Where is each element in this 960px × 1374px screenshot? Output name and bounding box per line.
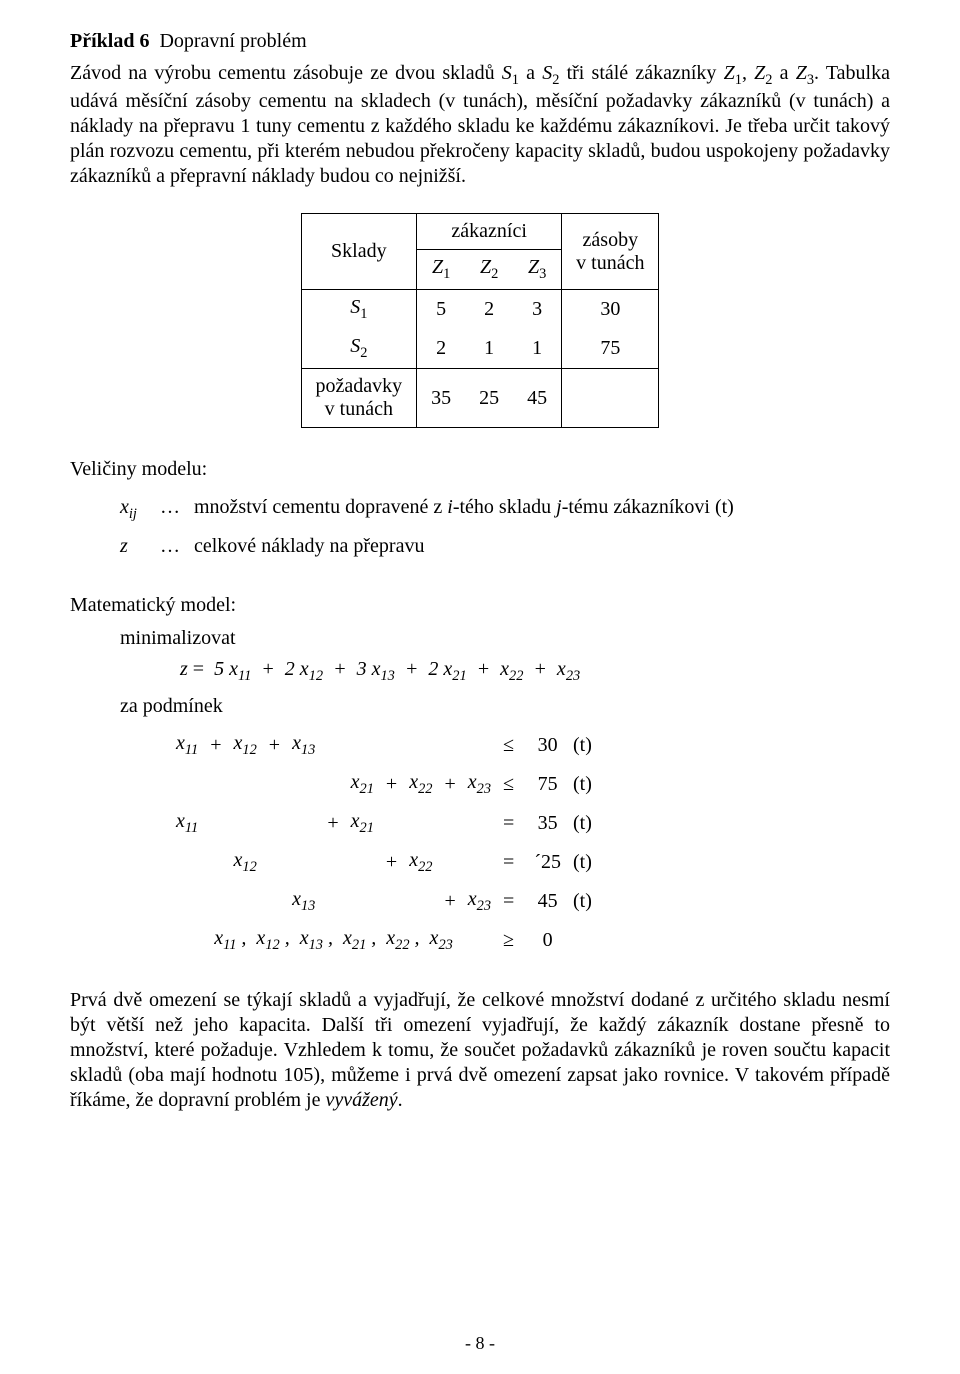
constraint-2: x21 + x22 + x23 ≤ 75 (t) bbox=[170, 765, 598, 804]
constraint-1: x11 + x12 + x13 ≤ 30 (t) bbox=[170, 726, 598, 765]
row-s2-label: S2 bbox=[301, 329, 417, 369]
var-z-symbol: z bbox=[120, 530, 160, 562]
closing-paragraph: Prvá dvě omezení se týkají skladů a vyja… bbox=[70, 988, 890, 1113]
constraint-4: x12 + x22 = ´25 (t) bbox=[170, 843, 598, 882]
intro-and-2: a bbox=[772, 62, 795, 84]
var-z-dots: … bbox=[160, 530, 194, 562]
th-z1: Z1 bbox=[417, 250, 466, 290]
objective: z = 5 x11 + 2 x12 + 3 x13 + 2 x21 + x22 … bbox=[180, 658, 890, 685]
vars-list: xij … množství cementu dopravené z i-téh… bbox=[120, 491, 890, 562]
cell-s1-z3: 3 bbox=[513, 290, 562, 330]
closing-a: Prvá dvě omezení se týkají skladů a vyja… bbox=[70, 989, 890, 1111]
example-label: Příklad 6 bbox=[70, 30, 149, 52]
constraint-5: x13 + x23 = 45 (t) bbox=[170, 882, 598, 921]
model-head: Matematický model: bbox=[70, 594, 890, 617]
th-zasoby: zásoby v tunách bbox=[562, 214, 659, 290]
var-z-desc: celkové náklady na přepravu bbox=[194, 530, 890, 562]
data-table: Sklady zákazníci zásoby v tunách Z1 Z2 Z… bbox=[301, 213, 660, 428]
intro-comma: , bbox=[742, 62, 754, 84]
cell-s2-z2: 1 bbox=[465, 329, 513, 369]
constraints-table: x11 + x12 + x13 ≤ 30 (t) x21 + x22 + x23… bbox=[170, 726, 598, 960]
var-xij-dots: … bbox=[160, 491, 194, 523]
row-demand-label: požadavky v tunách bbox=[301, 369, 417, 428]
page-number: - 8 - bbox=[0, 1333, 960, 1354]
cell-s2-z3: 1 bbox=[513, 329, 562, 369]
subject-to-label: za podmínek bbox=[120, 695, 890, 718]
title-line: Příklad 6 Dopravní problém bbox=[70, 30, 890, 53]
closing-b: vyvážený bbox=[325, 1089, 397, 1111]
cell-d1: 35 bbox=[417, 369, 466, 428]
constraint-nonneg: x11 , x12 , x13 , x21 , x22 , x23 ≥ 0 bbox=[170, 921, 598, 960]
page: Příklad 6 Dopravní problém Závod na výro… bbox=[0, 0, 960, 1374]
th-zakaznici: zákazníci bbox=[417, 214, 562, 250]
cell-s1-z2: 2 bbox=[465, 290, 513, 330]
vars-head: Veličiny modelu: bbox=[70, 458, 890, 481]
row-s1-label: S1 bbox=[301, 290, 417, 330]
intro-text-b: tři stálé zákazníky bbox=[559, 62, 723, 84]
th-sklady: Sklady bbox=[301, 214, 417, 290]
cell-d-blank bbox=[562, 369, 659, 428]
var-xij-symbol: xij bbox=[120, 491, 160, 526]
var-xij-desc: množství cementu dopravené z i-tého skla… bbox=[194, 491, 890, 523]
intro-and-1: a bbox=[519, 62, 542, 84]
cell-s2-z1: 2 bbox=[417, 329, 466, 369]
minimize-label: minimalizovat bbox=[120, 627, 890, 650]
th-z3: Z3 bbox=[513, 250, 562, 290]
cell-s1-z1: 5 bbox=[417, 290, 466, 330]
cell-s2-cap: 75 bbox=[562, 329, 659, 369]
example-name: Dopravní problém bbox=[159, 30, 306, 52]
cell-d3: 45 bbox=[513, 369, 562, 428]
cell-s1-cap: 30 bbox=[562, 290, 659, 330]
cell-d2: 25 bbox=[465, 369, 513, 428]
closing-c: . bbox=[398, 1089, 403, 1111]
constraint-3: x11 + x21 = 35 (t) bbox=[170, 804, 598, 843]
th-z2: Z2 bbox=[465, 250, 513, 290]
intro-paragraph: Závod na výrobu cementu zásobuje ze dvou… bbox=[70, 61, 890, 189]
intro-text-a: Závod na výrobu cementu zásobuje ze dvou… bbox=[70, 62, 502, 84]
